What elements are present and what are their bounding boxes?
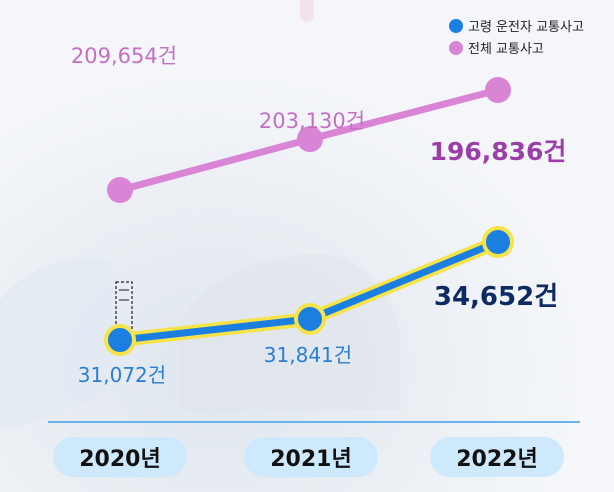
total-point-0 bbox=[107, 177, 133, 203]
total-points-group bbox=[107, 77, 511, 203]
x-axis-categories: 2020년 2021년 2022년 bbox=[53, 437, 564, 477]
senior-value-label-1: 31,841건 bbox=[264, 343, 352, 367]
total-value-label-1: 203,130건 bbox=[259, 109, 365, 133]
total-point-1 bbox=[297, 126, 323, 153]
total-value-label-0: 209,654건 bbox=[71, 44, 177, 68]
x-category-label: 2021년 bbox=[270, 447, 351, 472]
x-category-pill-bg bbox=[430, 437, 564, 477]
legend-label-total: 전체 교통사고 bbox=[468, 42, 544, 57]
legend-label-senior: 고령 운전자 교통사고 bbox=[468, 20, 584, 35]
value-labels-group: 209,654건 203,130건 196,836건 31,072건 31,841건 34… bbox=[71, 44, 567, 387]
x-category-label: 2022년 bbox=[456, 447, 537, 472]
senior-point-1 bbox=[294, 302, 326, 335]
senior-point-2 bbox=[482, 226, 514, 258]
legend-marker-total bbox=[449, 41, 463, 55]
tower-icon bbox=[115, 281, 133, 333]
senior-point-0 bbox=[104, 324, 136, 356]
x-category-0: 2020년 bbox=[53, 437, 187, 477]
legend: 고령 운전자 교통사고 전체 교통사고 bbox=[449, 19, 584, 57]
senior-value-label-0: 31,072건 bbox=[78, 363, 166, 387]
x-category-1: 2021년 bbox=[244, 437, 378, 477]
senior-value-label-2: 34,652건 bbox=[434, 282, 558, 312]
senior-points-group bbox=[104, 226, 514, 356]
total-point-2 bbox=[485, 77, 511, 103]
x-category-pill-bg bbox=[244, 437, 378, 477]
x-category-2: 2022년 bbox=[430, 437, 564, 477]
x-category-pill-bg bbox=[53, 437, 187, 477]
legend-marker-senior bbox=[449, 19, 463, 33]
x-category-label: 2020년 bbox=[79, 447, 160, 472]
total-value-label-2: 196,836건 bbox=[430, 137, 567, 166]
